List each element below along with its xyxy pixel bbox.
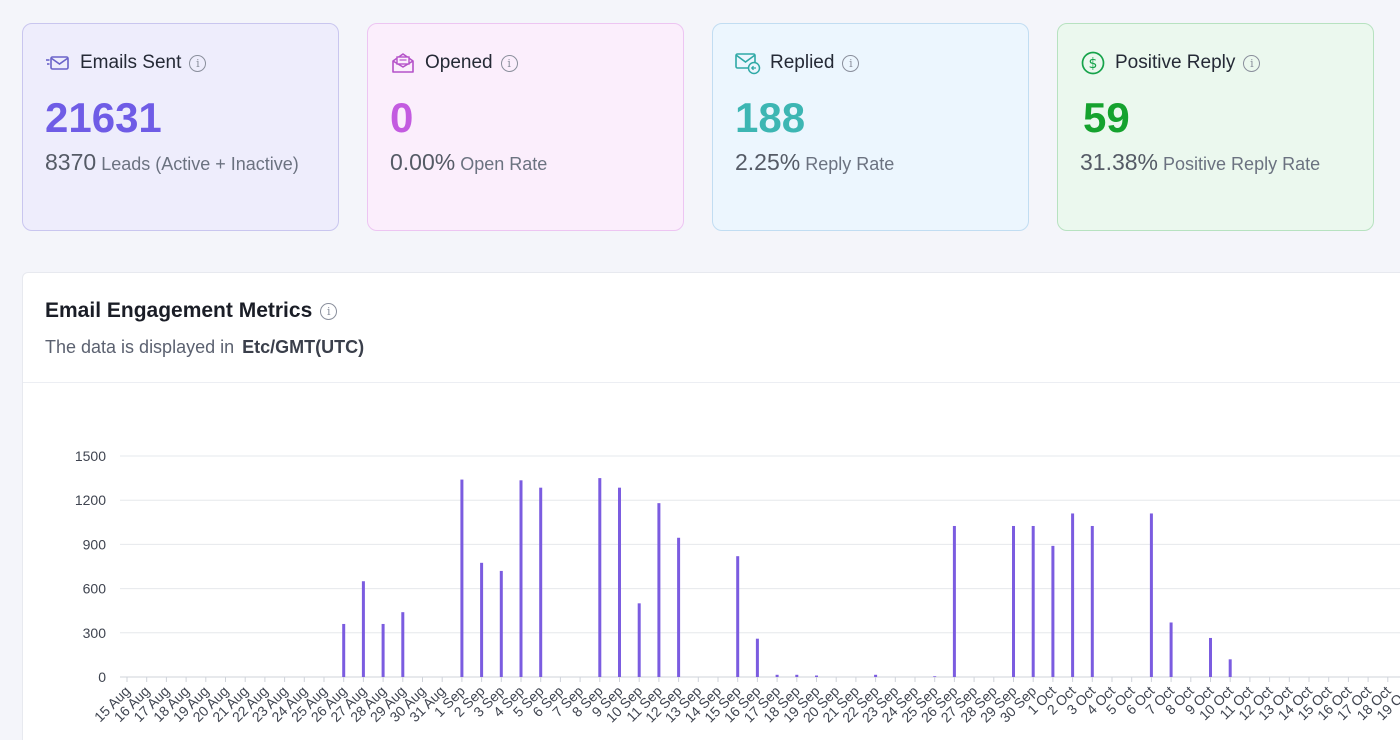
chart-bar[interactable] (342, 623, 346, 677)
card-subtext: 0.00% Open Rate (390, 148, 661, 178)
chart-bar[interactable] (499, 570, 503, 677)
card-value: 59 (1083, 94, 1130, 141)
card-subtext: 8370 Leads (Active + Inactive) (45, 148, 316, 178)
card-value: 21631 (45, 94, 162, 141)
card-sub-label: Open Rate (460, 154, 548, 174)
envelope-send-icon (45, 50, 71, 76)
chart-bar[interactable] (1169, 622, 1173, 677)
card-sub-number: 8370 (45, 149, 97, 175)
chart-bar[interactable] (657, 503, 661, 677)
card-sub-number: 0.00% (390, 149, 456, 175)
card-sub-label: Leads (Active + Inactive) (101, 154, 299, 174)
svg-text:$: $ (1089, 56, 1098, 72)
emails-sent-card: Emails Sent i 21631 8370 Leads (Active +… (22, 23, 339, 231)
envelope-open-icon (390, 50, 416, 76)
info-icon[interactable]: i (842, 54, 860, 72)
card-sub-number: 31.38% (1080, 149, 1159, 175)
chart-bar[interactable] (1090, 525, 1094, 677)
chart-bar[interactable] (480, 562, 484, 677)
card-sub-number: 2.25% (735, 149, 801, 175)
info-icon[interactable]: i (500, 54, 518, 72)
chart-bar[interactable] (618, 487, 621, 677)
chart-bar[interactable] (677, 537, 681, 677)
y-tick-label: 600 (83, 581, 107, 597)
chart-bar[interactable] (401, 612, 405, 677)
chart-bar[interactable] (460, 479, 464, 677)
info-icon[interactable]: i (320, 302, 338, 320)
card-label: Opened (425, 52, 493, 73)
y-tick-label: 900 (83, 536, 107, 552)
card-sub-label: Positive Reply Rate (1163, 154, 1321, 174)
positive-reply-card: $ Positive Reply i 59 31.38% Positive Re… (1057, 23, 1374, 231)
info-icon[interactable]: i (189, 54, 207, 72)
chart-bar[interactable] (933, 676, 937, 677)
chart-bar[interactable] (952, 525, 956, 677)
y-tick-label: 300 (83, 625, 107, 641)
card-label: Positive Reply (1115, 52, 1236, 73)
card-sub-label: Reply Rate (805, 154, 895, 174)
chart-bar[interactable] (1031, 525, 1035, 677)
panel-header: Email Engagement Metrics i (45, 299, 338, 323)
panel-title: Email Engagement Metrics (45, 299, 313, 322)
chart-bar[interactable] (381, 623, 385, 677)
timezone-value: Etc/GMT(UTC) (242, 337, 365, 357)
y-tick-label: 1200 (75, 492, 106, 508)
chart-bar[interactable] (598, 478, 602, 677)
panel-divider (23, 382, 1400, 383)
opened-card: Opened i 0 0.00% Open Rate (367, 23, 684, 231)
card-label: Emails Sent (80, 52, 182, 73)
chart-bar[interactable] (1149, 513, 1153, 677)
chart-bar[interactable] (815, 675, 818, 677)
chart-bar[interactable] (874, 674, 878, 677)
envelope-reply-icon (735, 50, 761, 76)
card-subtext: 31.38% Positive Reply Rate (1080, 148, 1351, 178)
y-tick-label: 1500 (75, 448, 106, 464)
chart-bar[interactable] (1228, 659, 1232, 677)
chart-bar[interactable] (519, 480, 523, 677)
timezone-note: The data is displayed in Etc/GMT(UTC) (45, 337, 364, 358)
card-subtext: 2.25% Reply Rate (735, 148, 1006, 178)
chart-bar[interactable] (755, 638, 759, 677)
card-value: 0 (390, 94, 414, 141)
chart-bar[interactable] (736, 556, 740, 677)
chart-bar[interactable] (1071, 513, 1075, 677)
chart-bar[interactable] (361, 581, 365, 677)
y-tick-label: 0 (98, 669, 106, 685)
chart-bar[interactable] (637, 603, 641, 677)
chart-bar[interactable] (1209, 637, 1212, 677)
chart-bar[interactable] (795, 674, 799, 677)
timezone-note-text: The data is displayed in (45, 337, 235, 357)
replied-card: Replied i 188 2.25% Reply Rate (712, 23, 1029, 231)
info-icon[interactable]: i (1243, 54, 1261, 72)
dollar-circle-icon: $ (1080, 50, 1106, 76)
chart-bar[interactable] (539, 487, 543, 677)
card-label: Replied (770, 52, 835, 73)
chart-bar[interactable] (1051, 545, 1055, 677)
chart-bar[interactable] (775, 674, 779, 677)
card-value: 188 (735, 94, 806, 141)
chart-bar[interactable] (1012, 525, 1015, 677)
